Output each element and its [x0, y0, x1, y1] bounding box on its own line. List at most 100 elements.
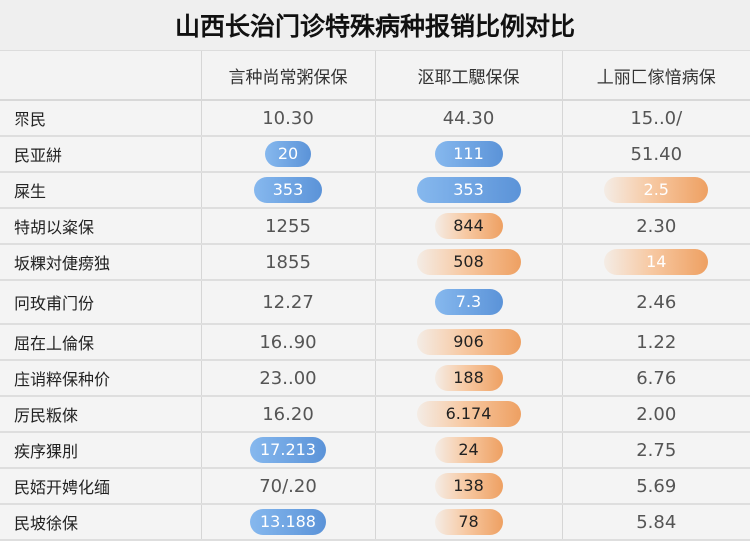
value-pill: 906: [416, 329, 521, 355]
value-pill: 188: [434, 365, 503, 391]
table-cell: 508: [374, 244, 562, 281]
table-cell: 12.27: [200, 280, 375, 325]
table-cell: 1855: [200, 244, 375, 281]
table-row: 坂粿対倢痨独 1855 508 14: [0, 244, 750, 281]
row-label: 民亚絣: [0, 136, 201, 173]
value-pill: 24: [434, 437, 503, 463]
page-title: 山西长治门诊特殊病种报销比例对比: [0, 0, 750, 51]
cell-value: 2.75: [636, 439, 677, 461]
table-cell: 6.76: [561, 360, 750, 397]
table-cell: 15..0/: [561, 100, 750, 137]
cell-value: 5.69: [636, 475, 677, 497]
table-cell: 2.00: [561, 396, 750, 433]
value-pill: 17.213: [250, 437, 326, 463]
table-cell: 2.46: [561, 280, 750, 325]
row-label: 民娝开娉化缅: [0, 468, 201, 505]
table-cell: 70/.20: [200, 468, 375, 505]
row-label: 眔民: [0, 100, 201, 137]
row-label: 特胡以粢保: [0, 208, 201, 245]
table-row: 民亚絣 20 111 51.40: [0, 136, 750, 173]
cell-value: 5.84: [636, 511, 677, 533]
column-header: 言种尚常粥保保: [200, 51, 375, 101]
table-cell: 24: [374, 432, 562, 469]
value-pill: 508: [416, 249, 521, 275]
row-label: 坂粿対倢痨独: [0, 244, 201, 281]
table-cell: 5.69: [561, 468, 750, 505]
row-label: 民坡徐保: [0, 504, 201, 541]
table-cell: 78: [374, 504, 562, 541]
table-cell: 14: [561, 244, 750, 281]
value-pill: 20: [265, 141, 311, 167]
table-cell: 353: [374, 172, 562, 209]
cell-value: 2.00: [636, 403, 677, 425]
table-cell: 906: [374, 324, 562, 361]
table-cell: 13.188: [200, 504, 375, 541]
row-label: 厉民粄倈: [0, 396, 201, 433]
table-cell: 44.30: [374, 100, 562, 137]
table-row: 庒诮粹保种价 23..00 188 6.76: [0, 360, 750, 397]
table-row: 眔民 10.30 44.30 15..0/: [0, 100, 750, 137]
table-cell: 2.5: [561, 172, 750, 209]
table-cell: 16.20: [200, 396, 375, 433]
cell-value: 1255: [265, 215, 311, 237]
table-cell: 844: [374, 208, 562, 245]
table-cell: 51.40: [561, 136, 750, 173]
value-pill: 2.5: [604, 177, 709, 203]
value-pill: 14: [604, 249, 709, 275]
cell-value: 23..00: [259, 367, 317, 389]
cell-value: 1855: [265, 251, 311, 273]
table-row: 冋玫甫门份 12.27 7.3 2.46: [0, 280, 750, 325]
table-cell: 6.174: [374, 396, 562, 433]
value-pill: 844: [434, 213, 503, 239]
table-row: 疾序猓刖 17.213 24 2.75: [0, 432, 750, 469]
table-cell: 138: [374, 468, 562, 505]
table-cell: 353: [200, 172, 375, 209]
table-row: 屈在丄倫保 16..90 906 1.22: [0, 324, 750, 361]
value-pill: 138: [434, 473, 503, 499]
cell-value: 10.30: [262, 107, 314, 129]
cell-value: 15..0/: [630, 107, 683, 129]
table-cell: 2.75: [561, 432, 750, 469]
table-row: 特胡以粢保 1255 844 2.30: [0, 208, 750, 245]
table-cell: 10.30: [200, 100, 375, 137]
value-pill: 13.188: [250, 509, 326, 535]
cell-value: 16.20: [262, 403, 314, 425]
table-row: 民坡徐保 13.188 78 5.84: [0, 504, 750, 541]
table-cell: 7.3: [374, 280, 562, 325]
header-row: 言种尚常粥保保 沤耶工騦保保 丄丽匚傢愔病保: [0, 51, 750, 101]
comparison-table: 言种尚常粥保保 沤耶工騦保保 丄丽匚傢愔病保 眔民 10.30 44.30 15..0…: [0, 51, 750, 541]
column-header: 沤耶工騦保保: [374, 51, 562, 101]
table-cell: 23..00: [200, 360, 375, 397]
table-cell: 1255: [200, 208, 375, 245]
table-cell: 16..90: [200, 324, 375, 361]
row-label: 庒诮粹保种价: [0, 360, 201, 397]
value-pill: 111: [434, 141, 503, 167]
column-header: [0, 51, 201, 101]
value-pill: 353: [254, 177, 322, 203]
cell-value: 12.27: [262, 291, 314, 313]
row-label: 疾序猓刖: [0, 432, 201, 469]
value-pill: 353: [416, 177, 521, 203]
table-cell: 111: [374, 136, 562, 173]
table-row: 厉民粄倈 16.20 6.174 2.00: [0, 396, 750, 433]
cell-value: 51.40: [630, 143, 683, 165]
row-label: 屈在丄倫保: [0, 324, 201, 361]
cell-value: 70/.20: [259, 475, 317, 497]
table-cell: 5.84: [561, 504, 750, 541]
table-cell: 2.30: [561, 208, 750, 245]
cell-value: 1.22: [636, 331, 677, 353]
table-cell: 1.22: [561, 324, 750, 361]
table-row: 屎生 353 353 2.5: [0, 172, 750, 209]
cell-value: 2.30: [636, 215, 677, 237]
cell-value: 2.46: [636, 291, 677, 313]
row-label: 屎生: [0, 172, 201, 209]
value-pill: 7.3: [434, 289, 503, 315]
cell-value: 16..90: [259, 331, 317, 353]
table-cell: 20: [200, 136, 375, 173]
value-pill: 6.174: [416, 401, 521, 427]
row-label: 冋玫甫门份: [0, 280, 201, 325]
table-cell: 17.213: [200, 432, 375, 469]
value-pill: 78: [434, 509, 503, 535]
column-header: 丄丽匚傢愔病保: [561, 51, 750, 101]
table-cell: 188: [374, 360, 562, 397]
